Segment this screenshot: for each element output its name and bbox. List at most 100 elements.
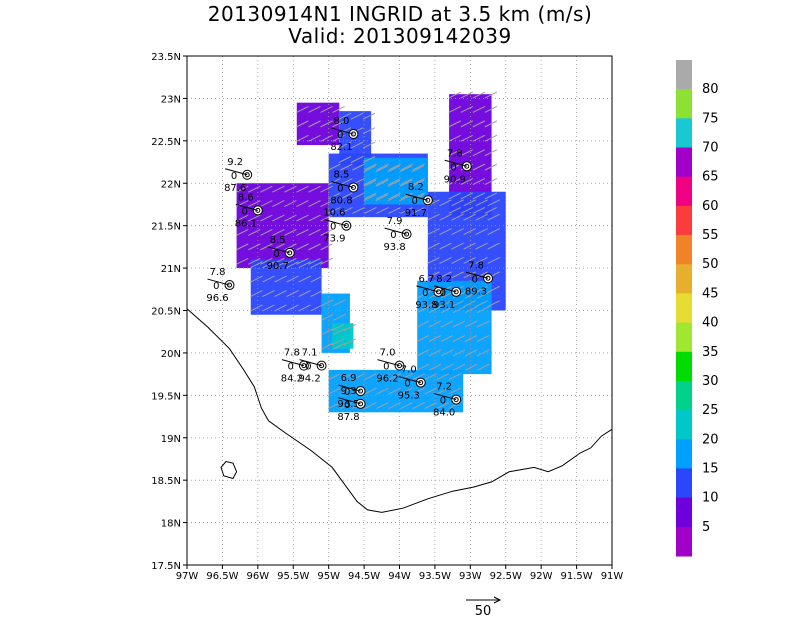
wind-vector	[476, 291, 490, 299]
wind-vector	[376, 163, 389, 171]
wind-vector	[472, 134, 486, 142]
wind-vector	[475, 228, 488, 236]
station-label-bottom: 89.3	[465, 286, 487, 297]
station-label-bottom: 95.3	[398, 391, 420, 402]
wind-vector	[487, 300, 500, 308]
station-marker: 8.6 086.1	[235, 192, 263, 229]
colorbar-label: 70	[702, 141, 719, 156]
wind-vector	[272, 200, 285, 208]
wind-vector	[427, 228, 440, 236]
station-inner-circle	[453, 289, 459, 295]
wind-vector	[399, 179, 413, 187]
wind-vector	[338, 156, 352, 163]
axis-labels: 97W 96.5W 96W 95.5W 95W 94.5W 94W 93.5W 93W 92.5W…	[151, 52, 623, 582]
wind-vector	[328, 178, 341, 186]
x-tick-label: 92.5W	[490, 571, 522, 582]
colorbar-label: 45	[702, 286, 719, 301]
station-inner-circle	[319, 363, 325, 369]
station-label-bottom: 86.1	[235, 218, 257, 229]
station-barb	[267, 246, 290, 254]
wind-vector	[400, 402, 413, 409]
wind-vector	[440, 349, 454, 357]
station-inner-circle	[227, 282, 232, 288]
station-label-top: 7.8	[468, 260, 484, 271]
wind-vector	[260, 185, 273, 193]
wind-vector	[463, 300, 476, 308]
wind-vector	[296, 214, 309, 222]
wind-vector	[321, 328, 334, 336]
station-label-mid: 0	[422, 288, 428, 299]
station-barb	[331, 127, 354, 135]
wind-vector	[362, 141, 376, 149]
wind-vector	[320, 257, 333, 265]
wind-vector	[439, 242, 452, 250]
station-label-top: 8.2	[436, 274, 452, 285]
colorbar-segment	[676, 351, 692, 382]
wind-vector	[451, 228, 464, 236]
x-tick-label: 92W	[530, 571, 553, 582]
wind-vector	[236, 257, 249, 265]
wind-vector	[388, 163, 401, 171]
station-marker: 7.8 096.6	[206, 267, 235, 304]
wind-vector	[416, 320, 430, 328]
x-tick-label: 95.5W	[277, 571, 309, 582]
wind-vector	[452, 363, 466, 371]
station-marker: 6.9 093.5	[337, 373, 366, 410]
wind-vector	[308, 120, 321, 128]
wind-vector	[411, 165, 425, 173]
station-inner-circle	[287, 250, 293, 256]
wind-vector	[475, 285, 488, 293]
station-label-mid: 0	[344, 387, 350, 398]
wind-vector	[376, 178, 389, 186]
station-barb	[465, 271, 489, 279]
station-label-top: 8.6	[238, 192, 254, 203]
wind-vector	[472, 120, 486, 128]
colorbar-label: 50	[702, 257, 719, 272]
wind-vector	[388, 402, 401, 409]
station-marker: 6.7 093.8	[415, 274, 444, 311]
station-marker: 7.9 093.8	[383, 216, 412, 253]
wind-vector	[400, 373, 413, 381]
wind-vector	[272, 229, 285, 236]
wind-vector	[260, 229, 273, 236]
wind-vector	[298, 304, 311, 312]
wind-vector	[310, 304, 323, 312]
station-label-top: 7.8	[447, 148, 463, 159]
wind-vector	[412, 163, 425, 171]
wind-vector	[308, 229, 321, 236]
station-label-mid: 0	[305, 362, 311, 373]
wind-vector	[274, 275, 287, 283]
station-barb	[444, 159, 467, 167]
wind-vector	[250, 304, 263, 312]
wind-vector	[260, 243, 273, 251]
wind-vector	[340, 163, 353, 171]
colorbar-segment	[676, 60, 692, 90]
colorbar-segment	[676, 439, 692, 469]
wind-vector	[427, 213, 440, 221]
wind-vector	[476, 320, 490, 328]
wind-vector	[320, 105, 333, 113]
wind-vector	[364, 402, 377, 409]
wind-vector	[250, 261, 263, 269]
station-label-mid: 0	[241, 206, 247, 217]
wind-vector	[364, 373, 377, 381]
colorbar-segment	[676, 468, 692, 499]
wind-vector	[308, 243, 321, 251]
wind-vector	[350, 112, 364, 120]
x-tick-label: 94W	[388, 571, 411, 582]
wind-vector	[484, 105, 498, 113]
wind-vector	[310, 275, 323, 283]
wind-vector	[260, 257, 273, 265]
station-inner-circle	[404, 231, 410, 237]
wind-vector	[262, 261, 275, 269]
reference-vector: 50	[466, 596, 502, 618]
wind-vector	[484, 134, 498, 142]
wind-vector	[439, 271, 452, 279]
colorbar-label: 35	[702, 345, 719, 360]
y-tick-label: 17.5N	[151, 561, 181, 572]
wind-vector	[452, 306, 466, 314]
colorbar-label: 40	[702, 316, 719, 331]
wind-vector	[375, 179, 389, 187]
station-barb	[434, 285, 457, 293]
